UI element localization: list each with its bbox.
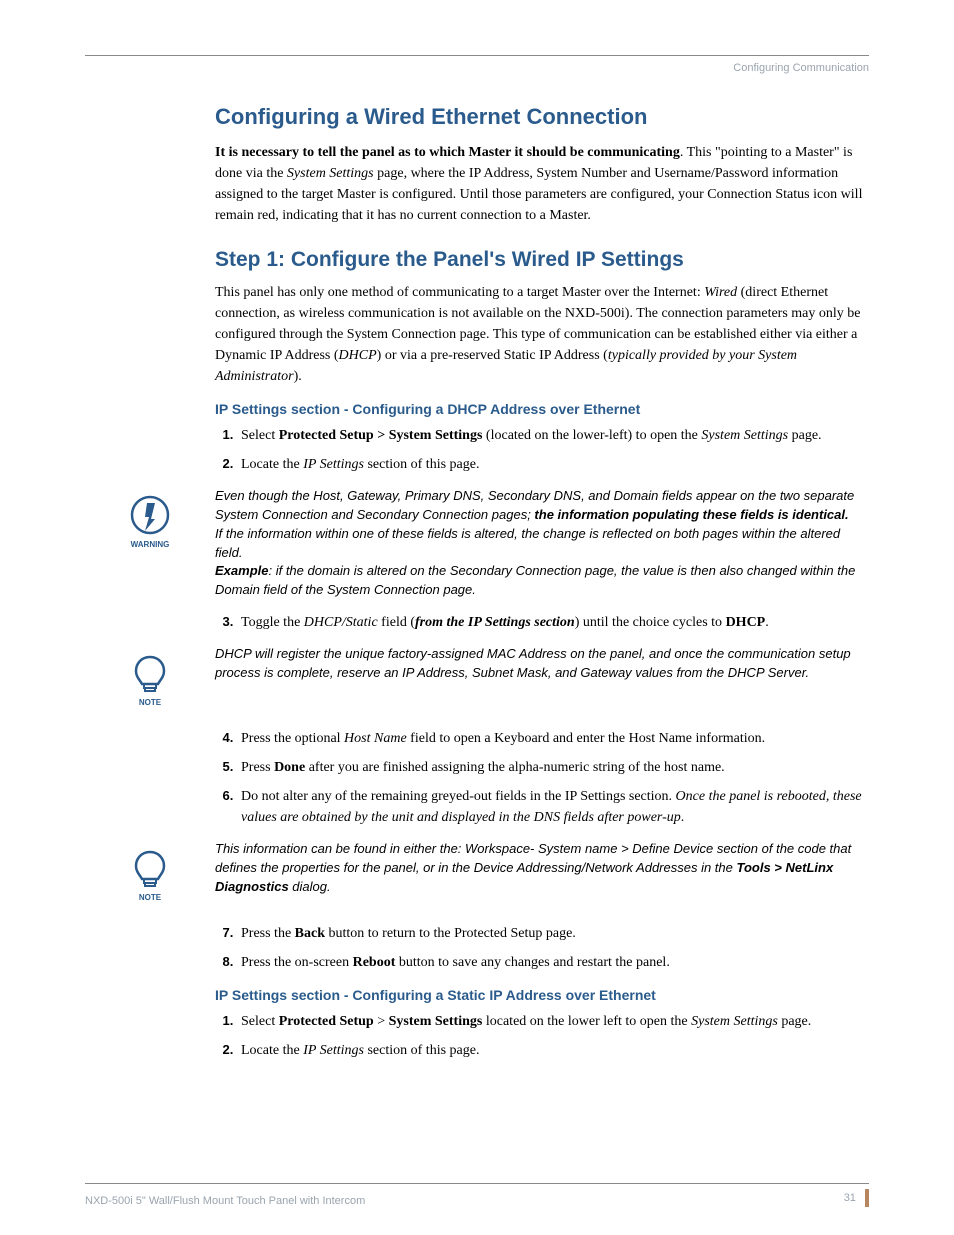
list-item: Locate the IP Settings section of this p… bbox=[237, 1040, 869, 1061]
footer-rule bbox=[85, 1183, 869, 1184]
warning-text: Even though the Host, Gateway, Primary D… bbox=[215, 487, 869, 600]
dhcp-list-a: Select Protected Setup > System Settings… bbox=[215, 425, 869, 475]
list-item: Locate the IP Settings section of this p… bbox=[237, 454, 869, 475]
warning-icon: WARNING bbox=[85, 487, 215, 558]
list-item: Select Protected Setup > System Settings… bbox=[237, 425, 869, 446]
step1-intro: This panel has only one method of commun… bbox=[215, 282, 869, 387]
svg-text:NOTE: NOTE bbox=[139, 698, 162, 707]
intro-lead: It is necessary to tell the panel as to … bbox=[215, 145, 680, 160]
note-text-1: DHCP will register the unique factory-as… bbox=[215, 645, 869, 683]
dhcp-list-c: Press the optional Host Name field to op… bbox=[215, 728, 869, 828]
heading-3b: IP Settings section - Configuring a Stat… bbox=[215, 987, 869, 1003]
document-page: Configuring Communication Configuring a … bbox=[0, 0, 954, 1235]
heading-3a: IP Settings section - Configuring a DHCP… bbox=[215, 401, 869, 417]
dhcp-list-d: Press the Back button to return to the P… bbox=[215, 923, 869, 973]
accent-bar bbox=[865, 1189, 869, 1207]
page-footer: NXD-500i 5" Wall/Flush Mount Touch Panel… bbox=[85, 1189, 869, 1207]
list-item: Press the Back button to return to the P… bbox=[237, 923, 869, 944]
svg-text:WARNING: WARNING bbox=[131, 540, 170, 549]
note-callout-2: NOTE This information can be found in ei… bbox=[85, 840, 869, 911]
note-icon: NOTE bbox=[85, 645, 215, 716]
note-callout-1: NOTE DHCP will register the unique facto… bbox=[85, 645, 869, 716]
header-rule bbox=[85, 55, 869, 56]
list-item: Do not alter any of the remaining greyed… bbox=[237, 786, 869, 828]
heading-1: Configuring a Wired Ethernet Connection bbox=[215, 104, 869, 130]
list-item: Toggle the DHCP/Static field (from the I… bbox=[237, 612, 869, 633]
list-item: Select Protected Setup > System Settings… bbox=[237, 1011, 869, 1032]
warning-callout: WARNING Even though the Host, Gateway, P… bbox=[85, 487, 869, 600]
footer-right: 31 bbox=[844, 1189, 869, 1207]
header-section-label: Configuring Communication bbox=[85, 62, 869, 74]
list-item: Press the on-screen Reboot button to sav… bbox=[237, 952, 869, 973]
heading-2: Step 1: Configure the Panel's Wired IP S… bbox=[215, 248, 869, 272]
note-icon: NOTE bbox=[85, 840, 215, 911]
intro-paragraph: It is necessary to tell the panel as to … bbox=[215, 142, 869, 226]
footer-left: NXD-500i 5" Wall/Flush Mount Touch Panel… bbox=[85, 1195, 365, 1207]
svg-text:NOTE: NOTE bbox=[139, 893, 162, 902]
page-number: 31 bbox=[844, 1192, 856, 1204]
list-item: Press Done after you are finished assign… bbox=[237, 757, 869, 778]
note-text-2: This information can be found in either … bbox=[215, 840, 869, 897]
list-item: Press the optional Host Name field to op… bbox=[237, 728, 869, 749]
static-list: Select Protected Setup > System Settings… bbox=[215, 1011, 869, 1061]
dhcp-list-b: Toggle the DHCP/Static field (from the I… bbox=[215, 612, 869, 633]
